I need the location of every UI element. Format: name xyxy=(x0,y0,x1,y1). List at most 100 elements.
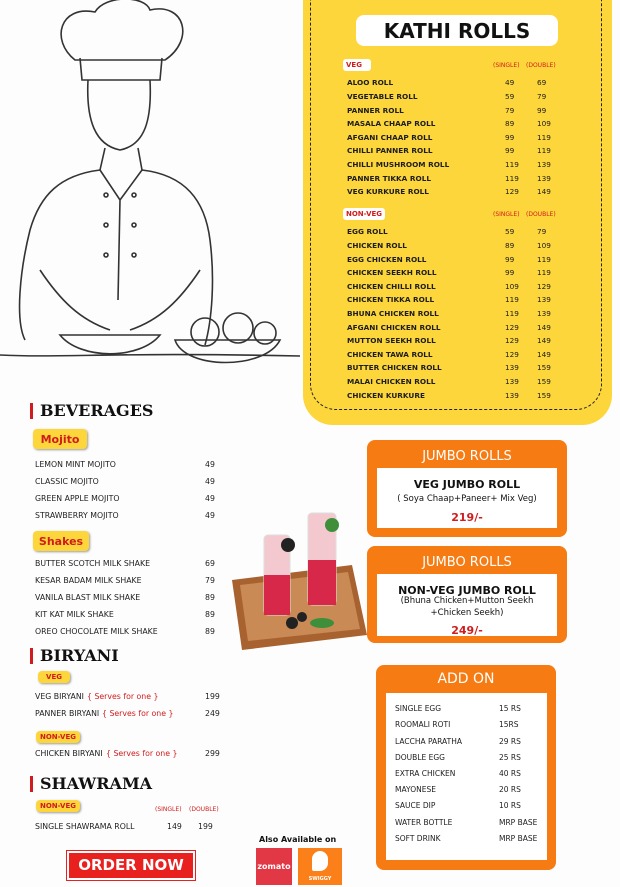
item-price: 139 xyxy=(537,173,551,183)
jumbo-name: NON-VEG JUMBO ROLL xyxy=(398,583,536,597)
item-price: 119 xyxy=(537,254,551,264)
item-price: 139 xyxy=(537,308,551,318)
item-price: 99 xyxy=(505,146,515,156)
item-price: 129 xyxy=(505,187,519,197)
item-price: 129 xyxy=(505,336,519,346)
heading-bar xyxy=(30,776,33,792)
item-price: 119 xyxy=(537,132,551,142)
addon-price: 25 RS xyxy=(499,752,521,762)
heading-bar xyxy=(30,403,33,419)
item-price: 99 xyxy=(505,268,515,278)
section-tag: VEG xyxy=(346,60,362,69)
item-price: 159 xyxy=(537,376,551,386)
item-price: 119 xyxy=(537,268,551,278)
jumbo-inner xyxy=(377,468,557,528)
jumbo-description: (Bhuna Chicken+Mutton Seekh +Chicken See… xyxy=(400,596,534,618)
item-price: 49 xyxy=(205,460,215,470)
section-tag: NON-VEG xyxy=(346,209,383,218)
addon-price: 15 RS xyxy=(499,704,521,714)
item-name: KIT KAT MILK SHAKE xyxy=(35,610,114,620)
item-price: 69 xyxy=(205,559,215,569)
addon-inner xyxy=(386,693,547,860)
item-price: 149 xyxy=(537,322,551,332)
tag-pill xyxy=(343,208,385,220)
item-price: 119 xyxy=(505,295,519,305)
item-price: 89 xyxy=(205,610,215,620)
item-name: AFGANI CHICKEN ROLL xyxy=(347,322,441,332)
item-name: CHICKEN SEEKH ROLL xyxy=(347,268,437,278)
column-header: (DOUBLE) xyxy=(526,211,556,218)
section-title: BEVERAGES xyxy=(40,401,154,420)
item-price: 89 xyxy=(505,119,515,129)
item-price: 79 xyxy=(537,91,547,101)
item-price: 119 xyxy=(505,308,519,318)
addon-name: WATER BOTTLE xyxy=(395,817,453,827)
item-price: 129 xyxy=(537,281,551,291)
item-price: 109 xyxy=(537,119,551,129)
addon-name: EXTRA CHICKEN xyxy=(395,769,456,779)
category-label: Shakes xyxy=(38,534,84,548)
item-price: 109 xyxy=(537,240,551,250)
item-name: VANILA BLAST MILK SHAKE xyxy=(35,593,141,603)
jumbo-description: ( Soya Chaap+Paneer+ Mix Veg) xyxy=(397,493,537,504)
item-price: 199 xyxy=(205,692,220,702)
item-price: 89 xyxy=(205,593,215,603)
item-price: 119 xyxy=(505,173,519,183)
title-pill xyxy=(356,15,558,46)
item-name: EGG ROLL xyxy=(347,227,388,237)
category-pill xyxy=(36,731,80,743)
item-name: CHILLI MUSHROOM ROLL xyxy=(347,159,450,169)
addon-price: 29 RS xyxy=(499,736,521,746)
item-price: 49 xyxy=(205,494,215,504)
jumbo-title: JUMBO ROLLS xyxy=(422,448,512,464)
item-price: 149 xyxy=(537,187,551,197)
available-text: Also Available on xyxy=(259,835,337,844)
heading-bar xyxy=(30,648,33,664)
addon-price: 10 RS xyxy=(499,801,521,811)
zomato-logo[interactable]: zomato xyxy=(256,848,292,885)
item-price: 49 xyxy=(205,511,215,521)
item-name: CHICKEN TAWA ROLL xyxy=(347,349,433,359)
chef-illustration xyxy=(0,0,300,364)
category-pill xyxy=(33,531,89,551)
category-label: NON-VEG xyxy=(39,732,77,741)
column-header: (SINGLE) xyxy=(493,211,520,218)
category-label: Mojito xyxy=(40,432,80,446)
item-name: CHICKEN TIKKA ROLL xyxy=(347,295,435,305)
item-name: KESAR BADAM MILK SHAKE xyxy=(35,576,142,586)
item-price: 159 xyxy=(537,363,551,373)
item-name: VEGETABLE ROLL xyxy=(347,91,418,101)
item-name: PANNER ROLL xyxy=(347,105,404,115)
item-price: 199 xyxy=(198,822,213,832)
jumbo-price: 219/- xyxy=(451,510,483,524)
item-name: STRAWBERRY MOJITO xyxy=(35,511,119,521)
drinks-photo xyxy=(232,512,367,650)
section-title: SHAWRAMA xyxy=(40,774,153,793)
tag-pill xyxy=(343,59,371,71)
item-price: 59 xyxy=(505,227,515,237)
item-price: 79 xyxy=(505,105,515,115)
column-header: (DOUBLE) xyxy=(189,806,219,813)
item-price: 79 xyxy=(205,576,215,586)
item-name: BUTTER CHICKEN ROLL xyxy=(347,363,442,373)
order-button[interactable]: ORDER NOW xyxy=(67,851,195,880)
item-price: 249 xyxy=(205,709,220,719)
item-name: SINGLE SHAWRAMA ROLL xyxy=(35,822,135,832)
item-name: LEMON MINT MOJITO xyxy=(35,460,116,470)
item-price: 59 xyxy=(505,91,515,101)
item-name: CHICKEN CHILLI ROLL xyxy=(347,281,436,291)
item-name: VEG KURKURE ROLL xyxy=(347,187,429,197)
item-price: 139 xyxy=(505,376,519,386)
item-name: EGG CHICKEN ROLL xyxy=(347,254,427,264)
addon-name: MAYONESE xyxy=(395,785,436,795)
item-name: AFGANI CHAAP ROLL xyxy=(347,132,433,142)
item-price: 139 xyxy=(537,159,551,169)
item-note: { Serves for one } xyxy=(87,692,159,702)
item-price: 89 xyxy=(505,240,515,250)
addon-price: 20 RS xyxy=(499,785,521,795)
item-note: { Serves for one } xyxy=(106,749,178,759)
item-price: 99 xyxy=(505,132,515,142)
item-name: MALAI CHICKEN ROLL xyxy=(347,376,436,386)
item-name: CLASSIC MOJITO xyxy=(35,477,99,487)
